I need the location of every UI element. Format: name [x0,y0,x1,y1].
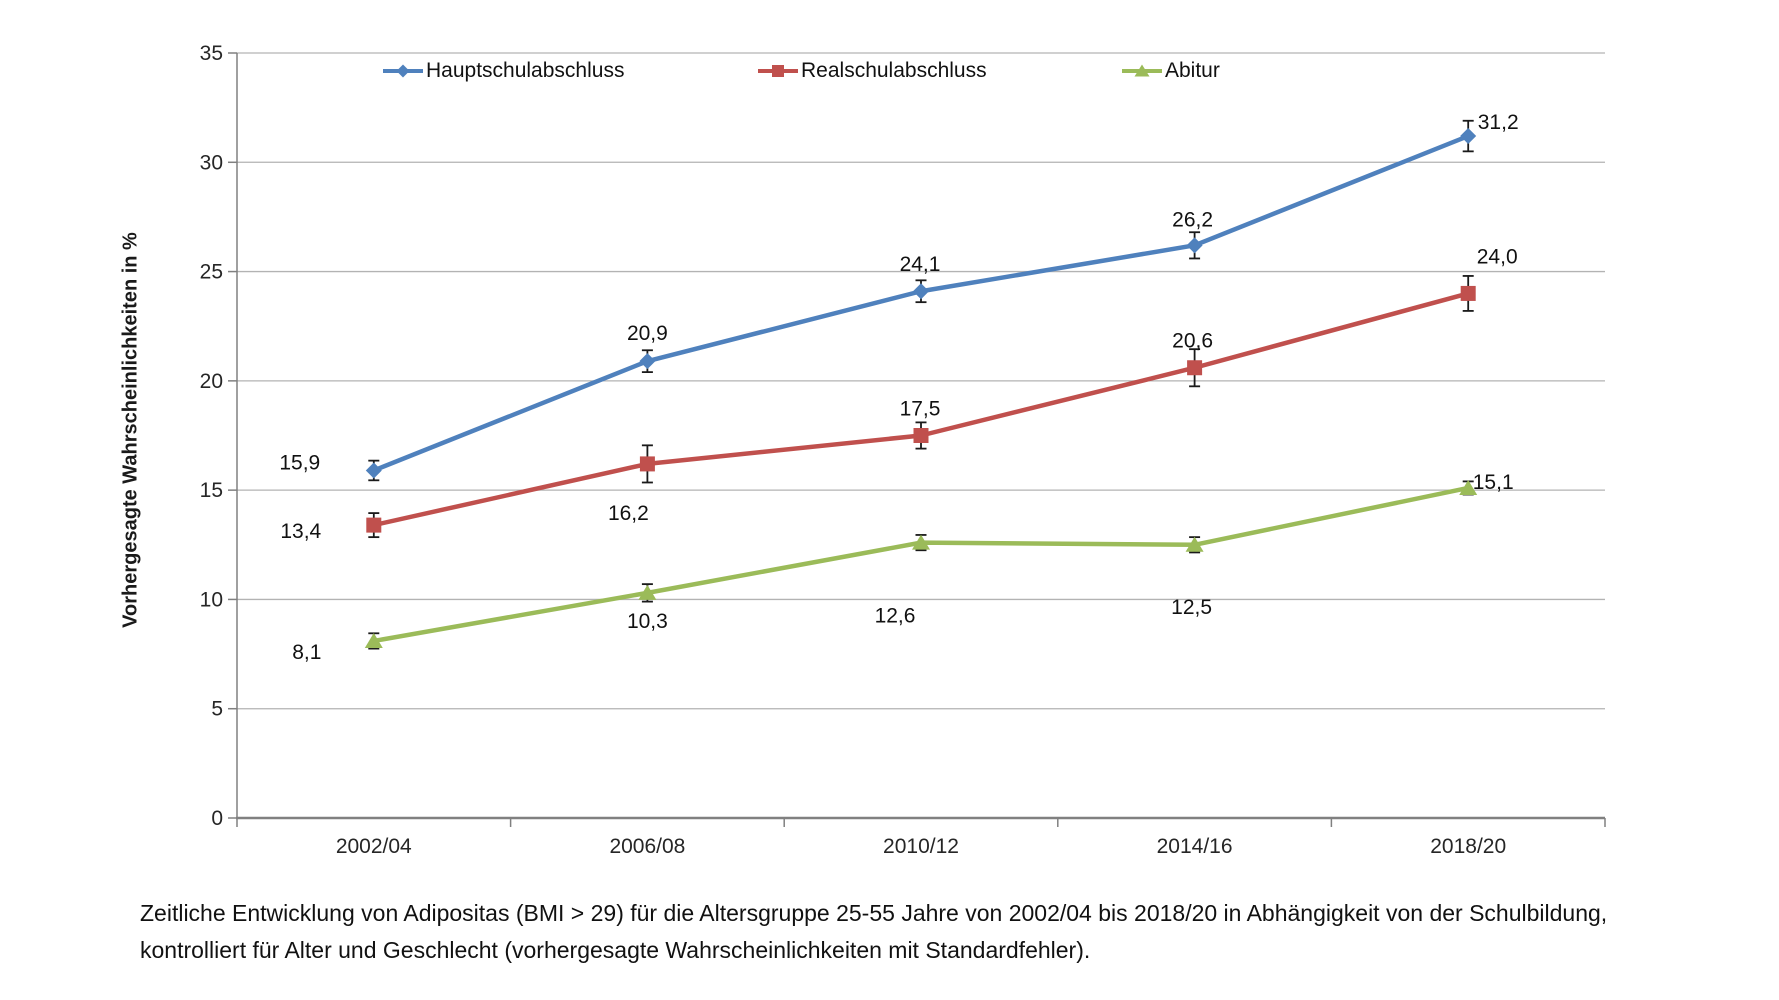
diamond-marker-icon [1186,237,1203,254]
y-tick-label: 25 [200,261,223,284]
legend-item-hauptschulabschluss: Hauptschulabschluss [383,59,624,83]
data-point-label: 10,3 [627,610,668,633]
data-point-label: 12,5 [1171,596,1212,619]
diamond-marker-icon [913,283,929,300]
diamond-marker-icon [365,462,382,479]
y-tick-label: 30 [200,151,223,174]
data-point-label: 20,9 [627,322,668,345]
triangle-marker-icon [1185,536,1204,552]
caption-line-1: Zeitliche Entwicklung von Adipositas (BM… [140,900,1608,926]
x-tick-label: 2006/08 [609,835,685,858]
data-point-label: 24,0 [1477,245,1518,268]
legend-item-realschulabschluss: Realschulabschluss [758,59,987,83]
square-marker-icon [772,65,784,77]
triangle-marker-icon [638,584,657,600]
triangle-marker-icon [364,632,383,648]
data-point-label: 15,9 [279,451,320,474]
x-tick-label: 2018/20 [1430,835,1506,858]
figure-caption: Zeitliche Entwicklung von Adipositas (BM… [140,895,1607,969]
data-point-label: 17,5 [900,398,941,421]
x-tick-label: 2010/12 [883,835,959,858]
legend-label: Abitur [1165,59,1220,82]
x-tick-label: 2014/16 [1157,835,1233,858]
data-point-label: 13,4 [280,520,321,543]
square-marker-icon [913,428,929,443]
caption-line-2: kontrolliert für Alter und Geschlecht (v… [140,937,1091,963]
data-point-label: 20,6 [1172,330,1213,353]
square-marker-icon [639,456,655,472]
data-point-label: 16,2 [608,502,649,525]
y-tick-label: 15 [200,479,223,502]
series-line-abitur [373,485,1469,644]
diamond-marker-icon [1460,128,1477,145]
legend-item-abitur: Abitur [1122,59,1220,83]
square-marker-icon [1187,360,1203,376]
green-line-triangle-marker-icon [1122,64,1162,77]
triangle-marker-icon [1459,479,1478,495]
y-tick-label: 35 [200,42,223,65]
legend-label: Realschulabschluss [801,59,987,82]
diamond-marker-icon [639,353,656,370]
data-point-label: 26,2 [1172,208,1213,231]
diamond-marker-icon [396,64,410,78]
legend-label: Hauptschulabschluss [426,59,625,82]
square-marker-icon [1460,285,1476,301]
data-point-label: 15,1 [1473,471,1514,494]
square-marker-icon [366,517,382,533]
triangle-marker-icon [912,534,930,550]
blue-line-diamond-marker-icon [383,64,423,78]
data-point-label: 8,1 [292,641,321,664]
y-tick-label: 0 [211,807,223,830]
y-tick-label: 20 [200,370,223,393]
data-point-label: 12,6 [875,605,916,628]
x-tick-label: 2002/04 [336,835,412,858]
red-line-square-marker-icon [758,65,798,77]
triangle-marker-icon [1134,64,1150,77]
data-point-label: 31,2 [1478,111,1519,134]
data-point-label: 24,1 [900,253,941,276]
y-axis-title: Vorhergesagte Wahrscheinlichkeiten in % [119,232,142,628]
y-tick-label: 5 [211,698,223,721]
y-tick-label: 10 [200,588,223,611]
